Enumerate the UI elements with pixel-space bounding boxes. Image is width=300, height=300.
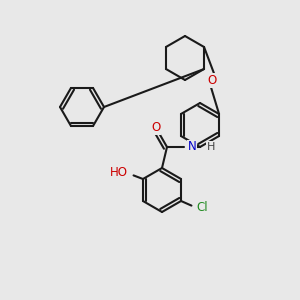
Text: HO: HO [110, 166, 128, 179]
Text: O: O [207, 74, 216, 87]
Text: Cl: Cl [196, 201, 208, 214]
Text: O: O [152, 122, 160, 134]
Text: H: H [207, 142, 215, 152]
Text: N: N [188, 140, 197, 154]
